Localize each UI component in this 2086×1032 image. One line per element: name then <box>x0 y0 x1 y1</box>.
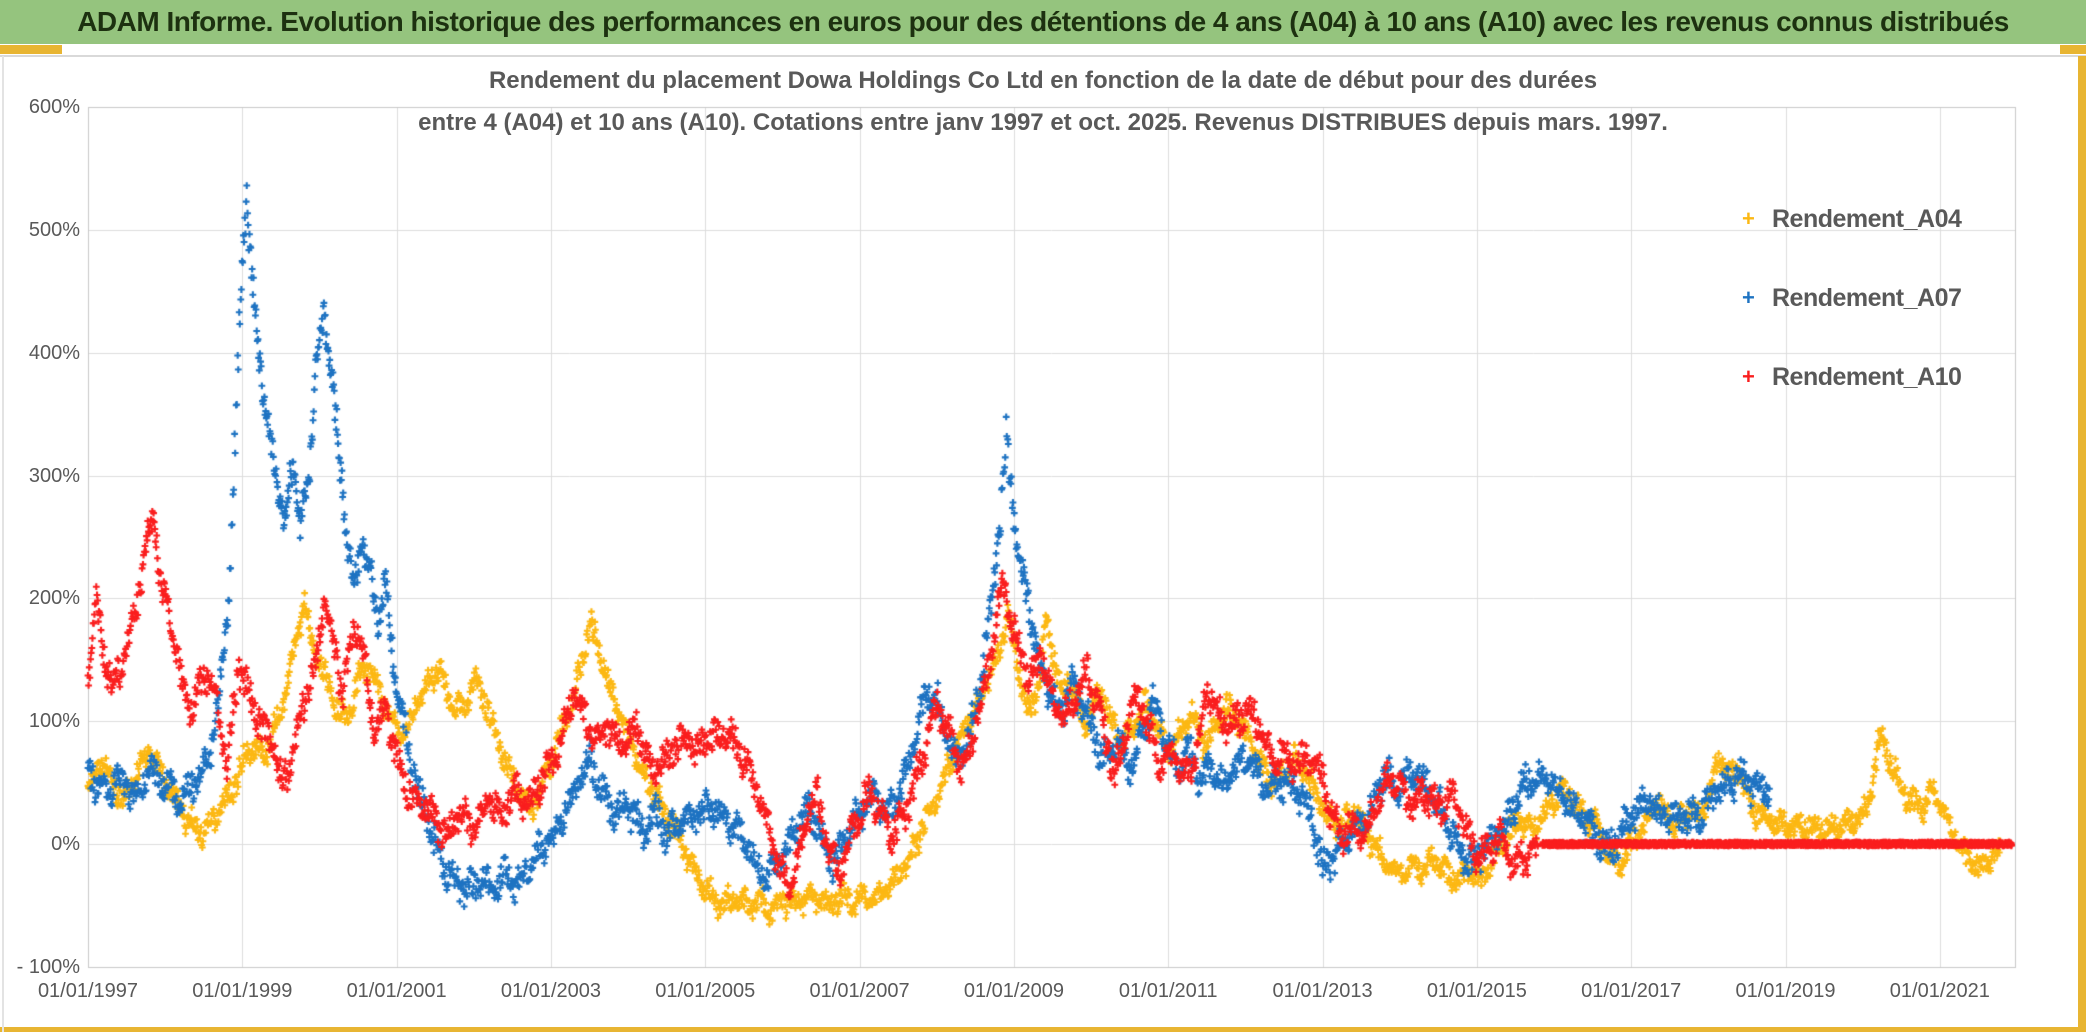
legend-item-rendement_a10[interactable]: + Rendement_A10 <box>1742 356 1962 398</box>
x-tick-label: 01/01/2001 <box>346 980 447 1002</box>
y-tick-label: 300% <box>28 464 80 487</box>
x-tick-label: 01/01/2015 <box>1426 980 1527 1002</box>
x-tick-label: 01/01/1999 <box>192 980 293 1002</box>
x-tick-label: 01/01/2013 <box>1272 980 1373 1002</box>
y-tick-label: - 100% <box>16 955 80 978</box>
x-tick-label: 01/01/1997 <box>37 980 139 1002</box>
legend-item-rendement_a04[interactable]: + Rendement_A04 <box>1742 198 1962 240</box>
y-tick-label: 400% <box>28 341 80 364</box>
legend-label: Rendement_A04 <box>1772 204 1962 233</box>
y-tick-label: 600% <box>28 96 80 119</box>
plus-marker-icon: + <box>1742 206 1755 231</box>
y-tick-label: 500% <box>28 218 80 241</box>
chart-title-line1: Rendement du placement Dowa Holdings Co … <box>488 67 1598 94</box>
chart-title: Rendement du placement Dowa Holdings Co … <box>253 60 1833 144</box>
legend-label: Rendement_A07 <box>1772 283 1962 312</box>
plus-marker-icon: + <box>1742 285 1755 310</box>
x-tick-label: 01/01/2019 <box>1735 980 1836 1002</box>
x-tick-label: 01/01/2009 <box>963 980 1064 1002</box>
x-tick-label: 01/01/2017 <box>1581 980 1682 1002</box>
x-tick-label: 01/01/2003 <box>500 980 601 1002</box>
legend-label: Rendement_A10 <box>1772 362 1962 391</box>
x-tick-label: 01/01/2011 <box>1118 980 1218 1002</box>
y-tick-label: 100% <box>28 710 80 733</box>
legend-item-rendement_a07[interactable]: + Rendement_A07 <box>1742 277 1962 319</box>
y-tick-label: 200% <box>28 587 80 610</box>
chart-title-line2: entre 4 (A04) et 10 ans (A10). Cotations… <box>418 109 1668 136</box>
x-tick-label: 01/01/2005 <box>655 980 756 1002</box>
x-tick-label: 01/01/2007 <box>809 980 910 1002</box>
plus-marker-icon: + <box>1742 364 1755 389</box>
x-tick-label: 01/01/2021 <box>1889 980 1990 1002</box>
y-tick-label: 0% <box>51 833 80 855</box>
